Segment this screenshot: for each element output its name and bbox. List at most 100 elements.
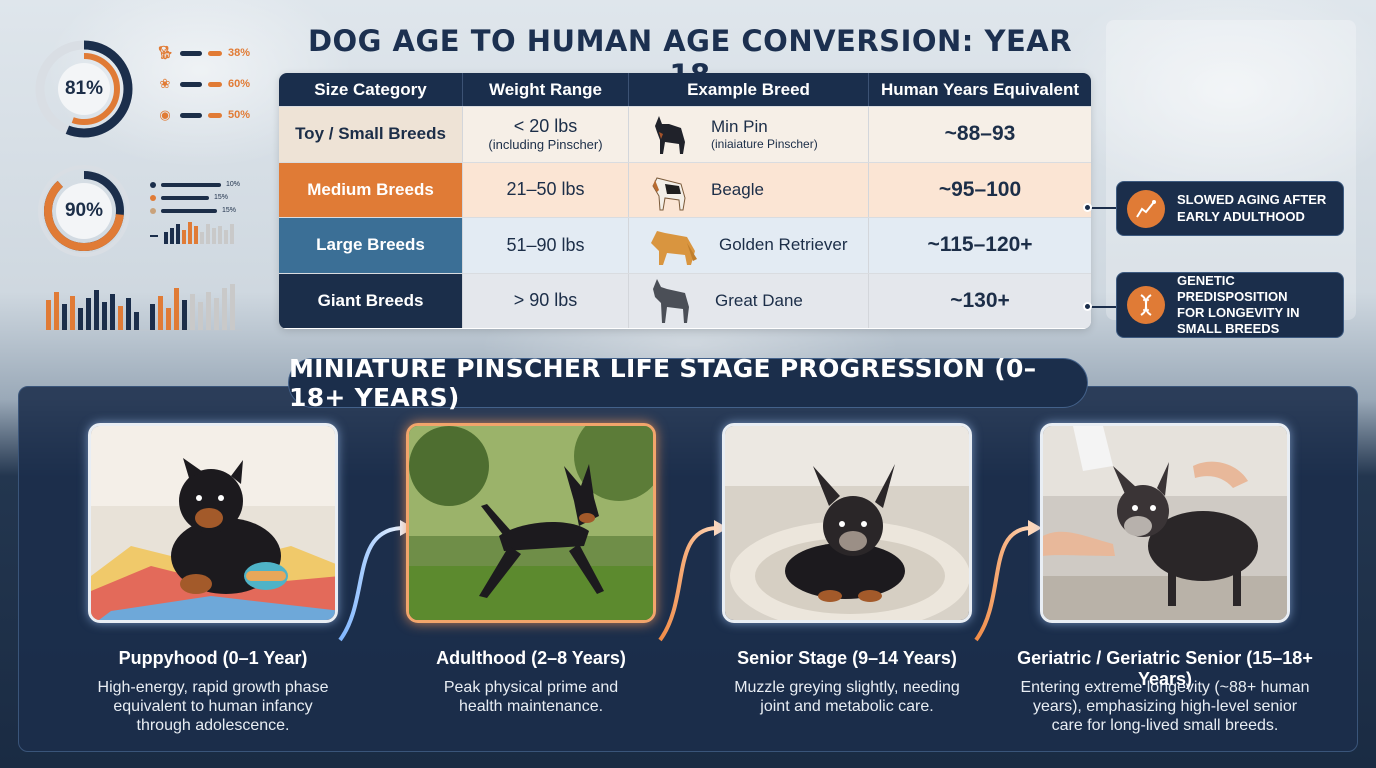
breed-name: Golden Retriever (719, 235, 848, 255)
background-window (1106, 20, 1356, 320)
conversion-table: Size Category Weight Range Example Breed… (279, 73, 1091, 329)
gauge-ring (35, 40, 133, 138)
stat-bar (180, 81, 202, 87)
mini-bar-chart (150, 222, 234, 244)
callout-connector-dot (1083, 302, 1092, 311)
human-years: ~95–100 (869, 162, 1091, 217)
callout-line: SLOWED AGING AFTER (1177, 192, 1327, 208)
geriatric-dog-photo (1040, 423, 1290, 623)
callout-text: GENETIC PREDISPOSITION FOR LONGEVITY IN … (1177, 273, 1333, 338)
great-dane-icon (653, 278, 689, 323)
breed-note: (iniaiature Pinscher) (711, 137, 818, 152)
size-category: Giant Breeds (279, 273, 463, 328)
callout-line: SMALL BREEDS (1177, 321, 1280, 337)
weight-value: < 20 lbs (513, 116, 578, 137)
stage-description: High-energy, rapid growth phase equivale… (53, 678, 373, 736)
mini-stat-list: 10% 15% 15% (150, 178, 240, 217)
callout-connector (1091, 207, 1116, 209)
stat-row: 🐕︎ 38% (156, 45, 250, 61)
desc-line: joint and metabolic care. (760, 698, 934, 716)
puppy-illustration (91, 426, 335, 620)
table-row: Medium Breeds 21–50 lbs Beagle ~95–100 (279, 161, 1091, 217)
size-category: Large Breeds (279, 218, 463, 273)
desc-line: equivalent to human infancy (113, 698, 313, 716)
callout-line: GENETIC PREDISPOSITION (1177, 272, 1288, 304)
gauge-value: 81% (64, 78, 104, 99)
legend-dot (150, 181, 156, 188)
puppy-photo (88, 423, 338, 623)
mini-bar (161, 182, 221, 187)
column-header: Size Category (279, 73, 463, 106)
stat-value: 38% (228, 47, 251, 59)
callout-connector-dot (1083, 203, 1092, 212)
legend-dot (150, 207, 156, 214)
callout-genetic-longevity: GENETIC PREDISPOSITION FOR LONGEVITY IN … (1116, 272, 1344, 338)
stat-bar (180, 112, 202, 118)
size-category: Medium Breeds (279, 162, 463, 217)
callout-connector (1091, 306, 1116, 308)
senior-illustration (725, 426, 969, 620)
breed-name: Great Dane (715, 290, 803, 310)
aging-curve-icon (1127, 189, 1165, 228)
golden-retriever-icon (651, 231, 697, 266)
stat-bar (208, 50, 222, 56)
human-years: ~115–120+ (869, 218, 1091, 273)
weight-range: 51–90 lbs (463, 218, 629, 273)
stage-name: Senior Stage (9–14 Years) (737, 648, 957, 668)
weight-note: (including Pinscher) (488, 137, 603, 153)
size-category: Toy / Small Breeds (279, 107, 463, 162)
mini-bar (161, 195, 209, 200)
adult-illustration (409, 426, 653, 620)
desc-line: years), emphasizing high-level senior (1032, 698, 1298, 716)
gauge-90: 90% (30, 157, 138, 265)
dog-icon: 🐕︎ (156, 45, 174, 60)
stage-description: Entering extreme longevity (~88+ human y… (1005, 678, 1325, 736)
beagle-icon (652, 177, 686, 211)
stage-name: Puppyhood (0–1 Year) (118, 648, 308, 668)
stat-bar (180, 50, 202, 56)
stage-name: Geriatric / Geriatric Senior (15–18+ Yea… (1017, 648, 1313, 689)
gauge-81: 81% (30, 35, 138, 143)
weight-value: > 90 lbs (513, 290, 578, 311)
desc-line: through adolescence. (136, 717, 290, 735)
desc-line: health maintenance. (458, 698, 604, 716)
example-breed: Great Dane (629, 273, 869, 328)
gauge-ring (38, 165, 130, 257)
mini-bar (161, 208, 217, 213)
column-header: Weight Range (463, 73, 629, 106)
example-breed: Min Pin (iniaiature Pinscher) (629, 107, 869, 162)
min-pin-icon (655, 116, 685, 155)
callout-line: EARLY ADULTHOOD (1177, 208, 1305, 224)
column-header: Human Years Equivalent (880, 79, 1080, 99)
callout-text: SLOWED AGING AFTER EARLY ADULTHOOD (1177, 192, 1326, 225)
stat-value: 60% (228, 78, 251, 90)
stat-bar (208, 112, 222, 118)
table-header-row: Size Category Weight Range Example Breed… (279, 73, 1091, 106)
desc-line: Entering extreme longevity (~88+ human (1020, 679, 1310, 696)
desc-line: Peak physical prime and (443, 679, 619, 696)
example-breed: Beagle (629, 162, 869, 217)
mini-value: 10% (226, 181, 241, 188)
weight-value: 21–50 lbs (506, 179, 585, 200)
desc-line: Muzzle greying slightly, needing (734, 679, 960, 696)
table-row: Large Breeds 51–90 lbs Golden Retriever … (279, 217, 1091, 273)
eye-icon: ◉ (159, 107, 171, 122)
stat-row: ❀ 60% (156, 76, 250, 92)
paw-icon: ❀ (159, 76, 171, 91)
breed-name: Beagle (711, 179, 764, 199)
stat-row: ◉ 50% (156, 107, 250, 123)
section-title: MINIATURE PINSCHER LIFE STAGE PROGRESSIO… (288, 354, 1088, 412)
weight-range: 21–50 lbs (463, 162, 629, 217)
table-row: Toy / Small Breeds < 20 lbs (including P… (279, 106, 1091, 162)
desc-line: High-energy, rapid growth phase (97, 679, 329, 696)
human-years: ~130+ (869, 273, 1091, 328)
adult-dog-photo (406, 423, 656, 623)
mini-value: 15% (222, 207, 237, 214)
example-breed: Golden Retriever (629, 218, 869, 273)
senior-dog-photo (722, 423, 972, 623)
callout-line: FOR LONGEVITY IN (1177, 305, 1300, 320)
bar-chart-decoration (38, 284, 242, 331)
stage-description: Peak physical prime and health maintenan… (371, 678, 691, 716)
human-years: ~88–93 (869, 107, 1091, 162)
callout-slowed-aging: SLOWED AGING AFTER EARLY ADULTHOOD (1116, 181, 1344, 236)
